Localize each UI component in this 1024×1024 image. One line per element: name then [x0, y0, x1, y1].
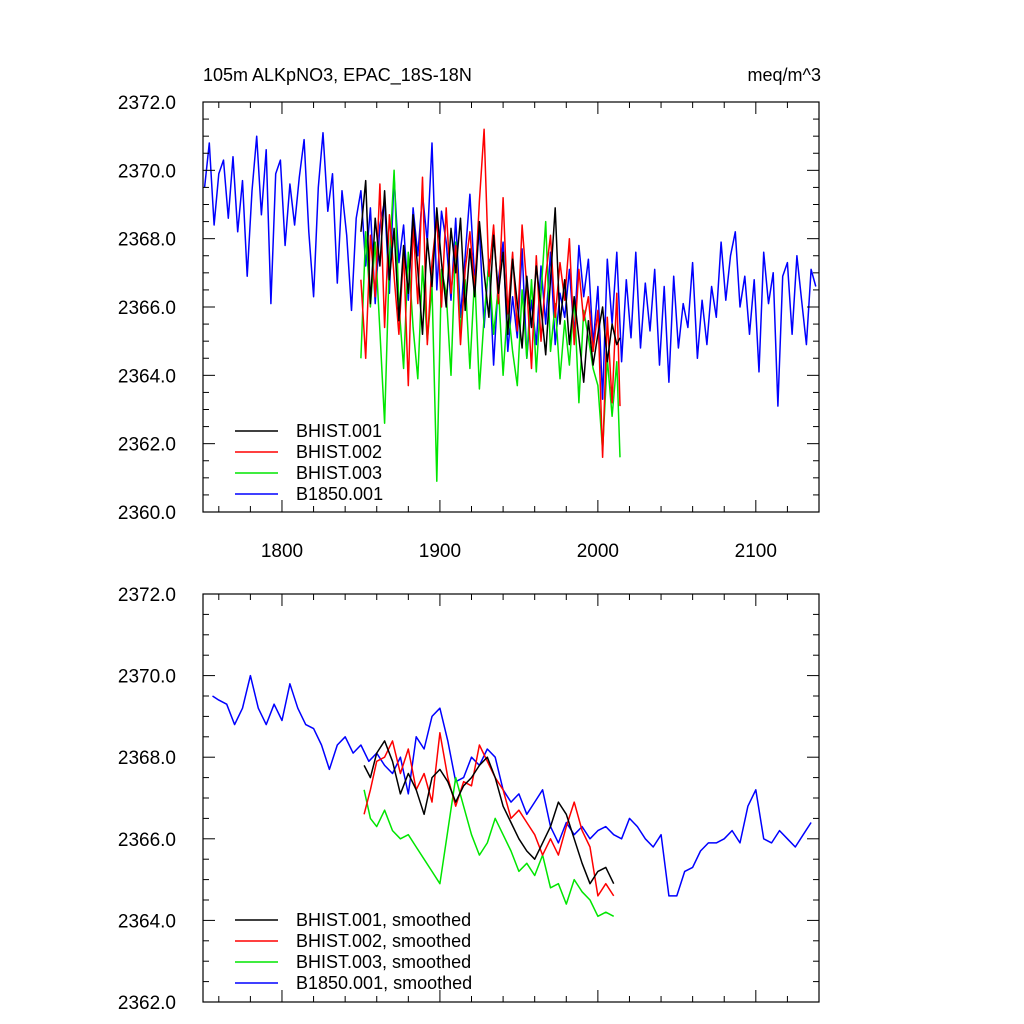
bottom-series-line-b1850-001-smoothed: [212, 674, 812, 897]
top-panel: 2360.0 2362.0 2364.0 2366.0 2368.0 2370.0 2372…: [118, 93, 820, 562]
bottom-series-line-bhist-003-smoothed: [363, 776, 615, 918]
top-y-tick-label: 2366.0: [118, 298, 176, 319]
bottom-panel: 2362.0 2364.0 2366.0 2368.0 2370.0 2372.0 BHIS…: [118, 585, 820, 1014]
top-series-line-bhist-003: [360, 169, 621, 482]
top-legend-label: BHIST.002: [296, 442, 382, 462]
top-series-line-b1850-001: [203, 132, 817, 407]
chart-units-label: meq/m^3: [748, 65, 821, 85]
top-y-tick-label: 2370.0: [118, 161, 176, 182]
bottom-series-line-bhist-002-smoothed: [363, 731, 615, 897]
top-y-tick-label: 2360.0: [118, 503, 176, 524]
top-x-tick-label: 1900: [419, 541, 461, 562]
top-series-line-bhist-002: [360, 128, 621, 459]
top-x-tick-label: 1800: [261, 541, 303, 562]
bottom-y-tick-label: 2370.0: [118, 667, 176, 688]
top-x-tick-label: 2000: [577, 541, 619, 562]
bottom-legend-label: BHIST.002, smoothed: [296, 931, 471, 951]
top-y-tick-label: 2372.0: [118, 93, 176, 114]
chart-title: 105m ALKpNO3, EPAC_18S-18N: [203, 65, 472, 86]
top-legend-label: BHIST.003: [296, 463, 382, 483]
bottom-legend-label: BHIST.003, smoothed: [296, 952, 471, 972]
top-y-tick-label: 2368.0: [118, 230, 176, 251]
top-y-tick-label: 2362.0: [118, 435, 176, 456]
bottom-y-tick-label: 2364.0: [118, 911, 176, 932]
top-y-tick-label: 2364.0: [118, 366, 176, 387]
top-series-line-bhist-001: [360, 179, 621, 383]
bottom-series-line-bhist-001-smoothed: [363, 740, 615, 885]
bottom-legend-label: BHIST.001, smoothed: [296, 910, 471, 930]
top-legend-label: B1850.001: [296, 484, 383, 504]
top-legend-label: BHIST.001: [296, 421, 382, 441]
bottom-y-tick-label: 2368.0: [118, 748, 176, 769]
top-x-tick-label: 2100: [735, 541, 777, 562]
bottom-legend-label: B1850.001, smoothed: [296, 973, 472, 993]
bottom-y-tick-label: 2362.0: [118, 993, 176, 1014]
bottom-y-tick-label: 2372.0: [118, 585, 176, 606]
bottom-y-tick-label: 2366.0: [118, 830, 176, 851]
